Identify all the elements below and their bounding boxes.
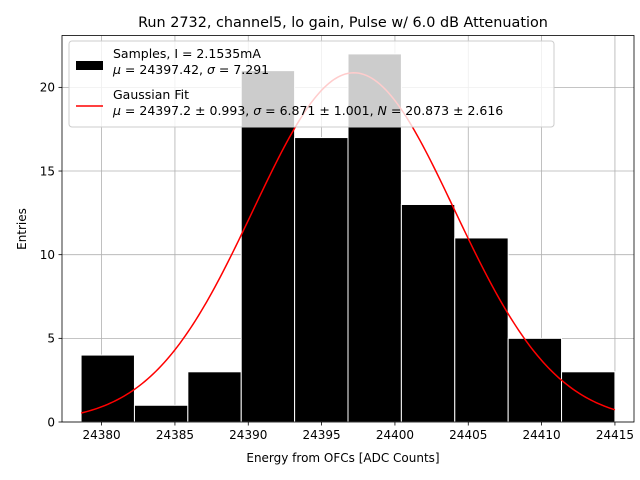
y-axis-label: Entries	[15, 208, 29, 250]
legend-entry-stats: μ = 24397.42, σ = 7.291	[112, 62, 269, 77]
histogram-bar	[80, 354, 135, 423]
y-tick-label: 5	[47, 332, 55, 346]
legend-stat-segment: N	[378, 103, 388, 118]
histogram-bar	[561, 371, 616, 423]
histogram-bar	[133, 404, 189, 423]
legend-stat-segment: = 24397.42,	[121, 62, 207, 77]
x-axis-label: Energy from OFCs [ADC Counts]	[246, 451, 439, 465]
x-tick-label: 24405	[449, 428, 487, 442]
legend-entry-stats: μ = 24397.2 ± 0.993, σ = 6.871 ± 1.001, …	[112, 103, 503, 118]
chart-title: Run 2732, channel5, lo gain, Pulse w/ 6.…	[138, 15, 548, 31]
y-tick-label: 20	[40, 81, 55, 95]
histogram-bar	[187, 371, 242, 423]
x-tick-label: 24380	[83, 428, 121, 442]
legend-stat-segment: = 6.871 ± 1.001,	[261, 103, 377, 118]
x-axis-ticks: 24380 24385 24390 24395 24400 24405 24410 24415	[83, 422, 634, 442]
legend-stat-segment: μ	[112, 62, 121, 77]
y-axis-ticks: 0 5 10 15 20	[40, 81, 62, 429]
legend-stat-segment: μ	[112, 103, 121, 118]
legend-patch-swatch	[76, 61, 103, 70]
legend-entry-title: Gaussian Fit	[113, 87, 189, 102]
x-tick-label: 24410	[523, 428, 561, 442]
legend-stat-segment: σ	[207, 62, 216, 77]
x-tick-label: 24390	[229, 428, 267, 442]
x-tick-label: 24400	[376, 428, 414, 442]
legend-stat-segment: σ	[253, 103, 262, 118]
x-tick-label: 24395	[303, 428, 341, 442]
histogram-bar	[454, 237, 509, 423]
y-tick-label: 10	[40, 248, 55, 262]
x-tick-label: 24415	[596, 428, 634, 442]
y-tick-label: 15	[40, 164, 55, 178]
legend-stat-segment: = 24397.2 ± 0.993,	[121, 103, 253, 118]
plot-frame	[61, 35, 635, 423]
histogram-bar	[400, 203, 456, 423]
histogram-bar	[294, 137, 349, 423]
y-tick-label: 0	[47, 415, 55, 429]
legend-stat-segment: = 20.873 ± 2.616	[387, 103, 503, 118]
histogram-bar	[507, 337, 563, 423]
x-tick-label: 24385	[156, 428, 194, 442]
legend-entry-title: Samples, I = 2.1535mA	[113, 46, 261, 61]
legend-box	[68, 40, 555, 128]
legend-stat-segment: = 7.291	[215, 62, 269, 77]
